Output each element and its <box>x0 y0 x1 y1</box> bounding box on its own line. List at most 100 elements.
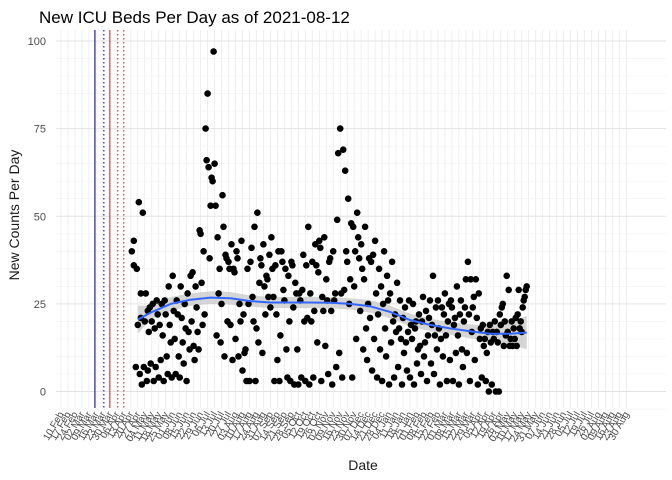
data-point-58 <box>185 328 192 336</box>
data-point-237 <box>363 356 371 364</box>
data-point-213 <box>339 146 347 153</box>
data-point-82 <box>209 177 216 185</box>
data-point-287 <box>413 360 421 367</box>
data-point-272 <box>398 381 406 388</box>
data-point-241 <box>367 258 375 266</box>
data-point-252 <box>378 377 386 385</box>
data-point-275 <box>401 304 409 311</box>
data-point-244 <box>370 335 378 343</box>
data-point-218 <box>344 195 352 202</box>
data-point-155 <box>282 265 289 273</box>
data-point-191 <box>318 377 325 385</box>
data-point-146 <box>273 311 280 318</box>
data-point-230 <box>356 307 364 315</box>
data-point-210 <box>336 125 344 132</box>
data-point-52 <box>179 339 186 346</box>
data-point-72 <box>199 321 206 329</box>
data-point-258 <box>384 297 392 304</box>
data-point-75 <box>202 125 209 132</box>
data-point-93 <box>220 223 227 231</box>
data-point-51 <box>178 314 185 322</box>
data-point-304 <box>430 370 438 378</box>
data-point-254 <box>380 248 388 255</box>
data-point-1 <box>130 237 138 245</box>
data-point-387 <box>513 342 520 350</box>
data-point-189 <box>316 237 323 245</box>
data-point-271 <box>397 335 405 343</box>
data-point-158 <box>285 272 292 280</box>
data-point-268 <box>394 363 402 371</box>
data-point-259 <box>385 381 393 388</box>
data-point-3 <box>132 363 140 371</box>
data-point-39 <box>166 321 173 329</box>
data-point-253 <box>379 300 387 308</box>
data-point-28 <box>155 374 162 381</box>
data-point-323 <box>449 377 457 385</box>
data-point-112 <box>239 367 246 374</box>
data-point-203 <box>329 248 337 255</box>
data-point-23 <box>150 377 157 385</box>
data-point-283 <box>409 300 417 308</box>
data-point-233 <box>359 346 367 353</box>
data-point-227 <box>353 209 361 216</box>
data-point-194 <box>321 234 328 241</box>
data-point-267 <box>393 279 401 287</box>
data-point-10 <box>138 381 146 388</box>
data-point-285 <box>411 325 419 332</box>
data-point-340 <box>466 377 474 385</box>
data-point-35 <box>162 311 169 318</box>
data-point-83 <box>210 48 217 55</box>
data-point-88 <box>215 290 222 297</box>
data-point-330 <box>456 311 464 318</box>
data-point-343 <box>469 304 477 311</box>
data-point-255 <box>381 325 389 332</box>
data-point-186 <box>313 262 320 269</box>
data-point-245 <box>371 237 379 245</box>
data-point-338 <box>464 258 472 266</box>
data-point-33 <box>160 377 167 385</box>
data-point-377 <box>503 272 511 280</box>
data-point-122 <box>249 293 256 301</box>
data-point-133 <box>260 241 267 248</box>
data-point-235 <box>361 223 369 231</box>
data-point-50 <box>177 283 184 290</box>
data-point-128 <box>255 339 262 346</box>
data-point-67 <box>194 328 201 336</box>
data-point-90 <box>217 339 224 346</box>
data-point-192 <box>319 293 326 301</box>
data-point-250 <box>376 346 384 353</box>
data-point-322 <box>448 304 456 311</box>
data-point-395 <box>521 293 528 301</box>
data-point-48 <box>175 353 182 360</box>
y-axis-ticks: 0 25 50 75 100 <box>28 36 46 399</box>
data-point-350 <box>476 335 484 343</box>
data-point-118 <box>245 300 252 308</box>
data-point-299 <box>425 314 433 322</box>
data-point-121 <box>248 244 255 252</box>
data-point-326 <box>452 349 460 357</box>
data-point-27 <box>154 311 161 318</box>
data-point-104 <box>231 269 238 276</box>
trend-path <box>137 296 527 335</box>
data-point-187 <box>314 339 321 346</box>
data-point-307 <box>433 346 441 353</box>
data-point-321 <box>447 297 455 304</box>
y-tick-label-0: 0 <box>40 387 46 399</box>
data-point-173 <box>300 251 307 259</box>
data-point-212 <box>338 374 346 381</box>
data-point-365 <box>491 318 499 325</box>
data-point-341 <box>467 276 475 283</box>
data-point-137 <box>264 276 271 283</box>
data-point-303 <box>429 272 437 280</box>
data-point-134 <box>261 283 268 290</box>
data-point-56 <box>183 377 190 385</box>
data-point-92 <box>219 191 226 199</box>
data-point-65 <box>192 283 199 290</box>
data-point-200 <box>326 254 334 262</box>
data-point-333 <box>459 363 467 371</box>
data-point-190 <box>317 244 324 252</box>
data-point-228 <box>354 234 362 241</box>
data-point-127 <box>254 209 261 216</box>
data-point-147 <box>274 356 281 364</box>
trend-line <box>137 296 527 335</box>
